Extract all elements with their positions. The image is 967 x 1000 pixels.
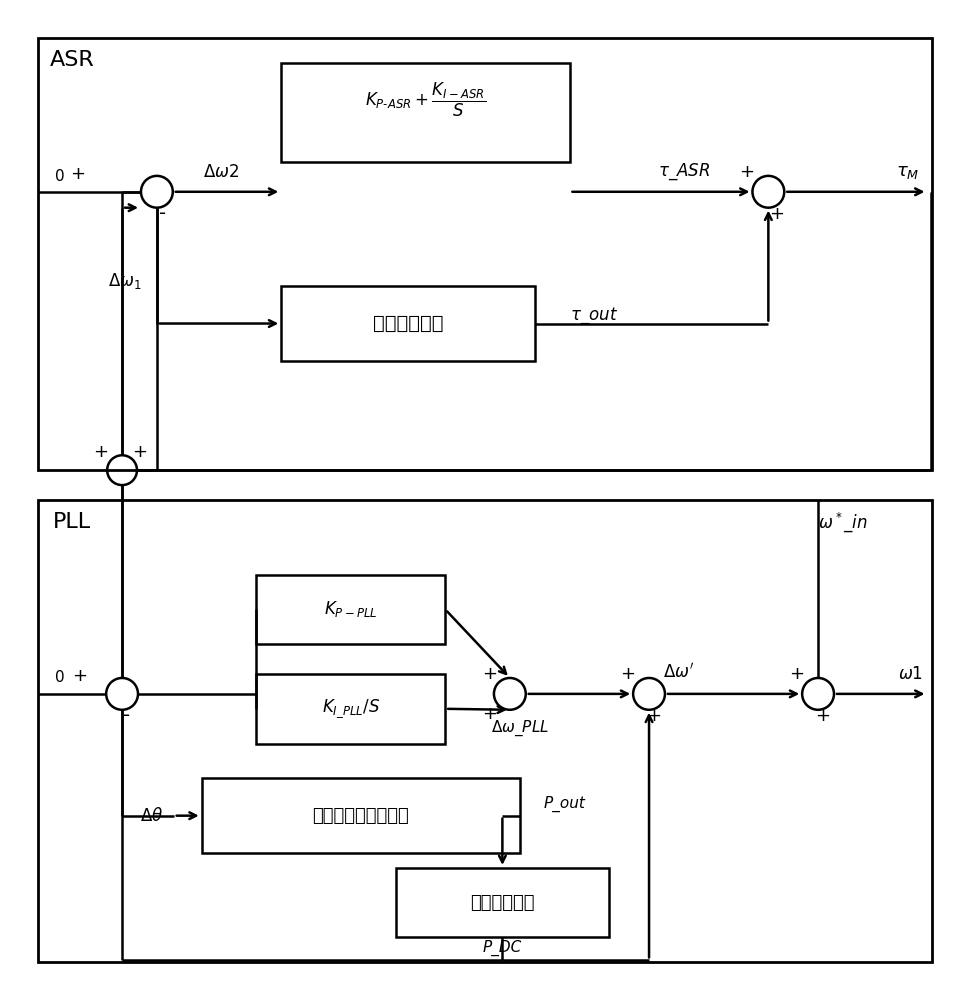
Text: +: + [769,205,784,223]
Text: $\Delta\omega'$: $\Delta\omega'$ [663,663,694,682]
Text: -: - [160,204,166,223]
Bar [202,778,520,853]
Text: 轴误差波动滤除算法: 轴误差波动滤除算法 [312,807,409,825]
Bar [281,286,535,361]
Bar [38,500,932,962]
Text: P_DC: P_DC [483,939,522,956]
Text: $\Delta\theta$: $\Delta\theta$ [140,807,163,825]
Text: +: + [620,665,634,683]
Text: P_out: P_out [543,796,585,812]
Text: PLL: PLL [53,512,92,532]
Text: $\Delta\omega2$: $\Delta\omega2$ [203,163,240,181]
Bar [281,63,570,162]
Text: 0: 0 [55,169,64,184]
Text: +: + [70,165,85,183]
Text: $\Delta\omega\_PLL$: $\Delta\omega\_PLL$ [490,719,549,738]
Text: ASR: ASR [50,50,95,70]
Text: 提取直流成分: 提取直流成分 [470,894,535,912]
Text: 0: 0 [55,670,64,685]
Text: +: + [93,443,107,461]
Text: 力矩补偿算法: 力矩补偿算法 [372,314,443,333]
Text: $K_{I\_PLL}/S$: $K_{I\_PLL}/S$ [322,698,380,720]
Text: $\Delta\omega_1$: $\Delta\omega_1$ [108,271,142,291]
Text: +: + [739,163,754,181]
Text: $\tau\_ASR$: $\tau\_ASR$ [658,162,710,182]
Text: +: + [483,665,497,683]
Bar [256,674,445,744]
Text: +: + [483,705,497,723]
Text: +: + [815,707,831,725]
Bar [256,575,445,644]
Bar [396,868,609,937]
Text: +: + [132,443,148,461]
Text: +: + [789,665,804,683]
Text: $\tau\_out$: $\tau\_out$ [571,305,618,326]
Text: $\tau_M$: $\tau_M$ [895,163,920,181]
Text: -: - [124,706,131,725]
Bar [38,38,932,470]
Text: $K_{P\text{-}ASR}+\dfrac{K_{I-ASR}}{S}$: $K_{P\text{-}ASR}+\dfrac{K_{I-ASR}}{S}$ [365,81,485,119]
Text: $\omega1$: $\omega1$ [898,665,923,683]
Text: $K_{P-PLL}$: $K_{P-PLL}$ [324,599,377,619]
Text: +: + [72,667,87,685]
Text: $\omega^*\_in$: $\omega^*\_in$ [818,510,868,534]
Text: +: + [647,707,661,725]
